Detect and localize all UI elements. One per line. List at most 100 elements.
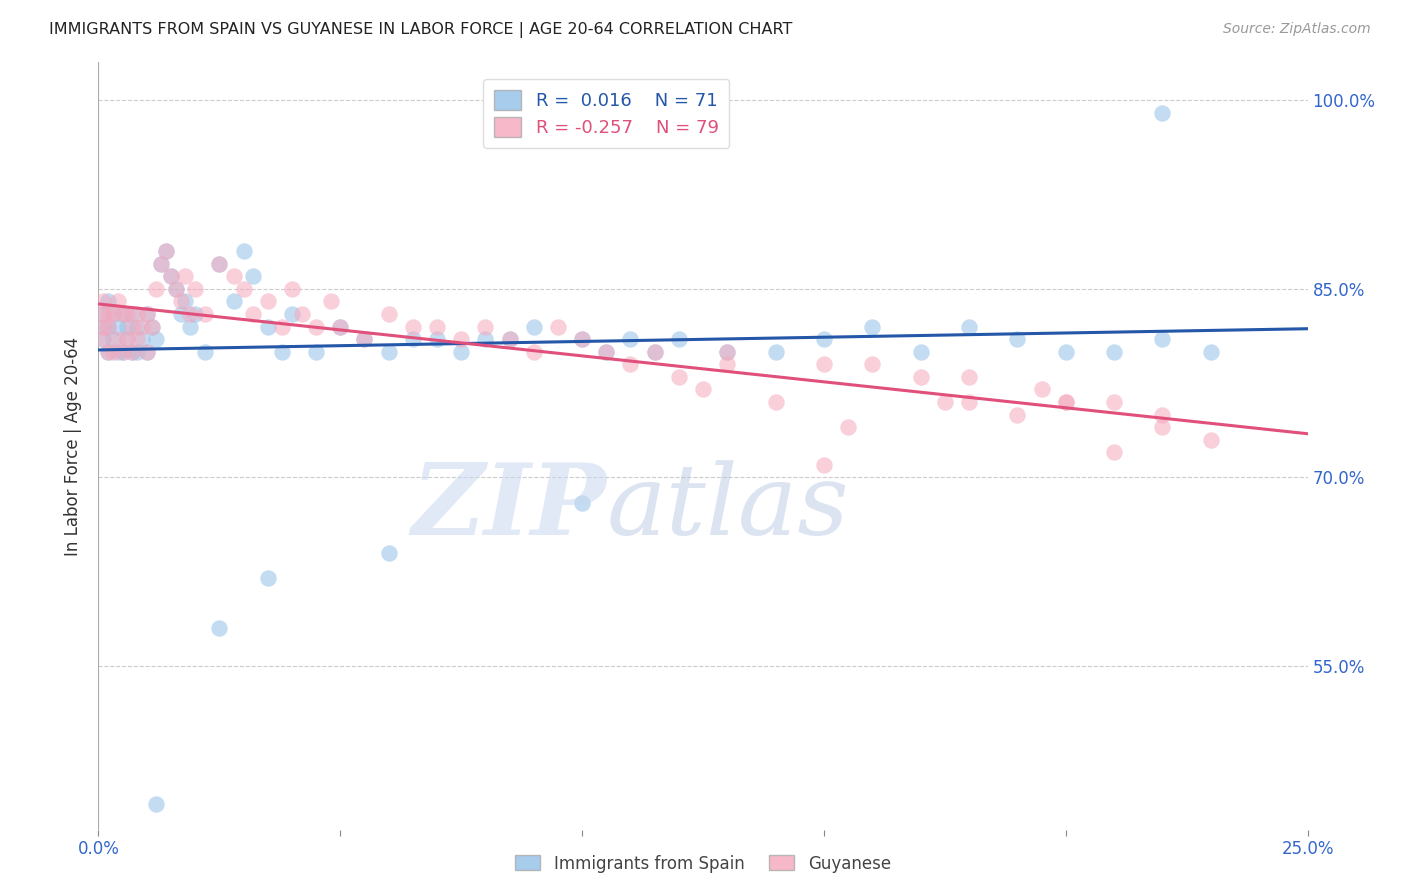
Point [121, 319, 143, 334]
Point [305, 319, 328, 334]
Point [813, 458, 835, 472]
Point [160, 269, 183, 284]
Point [1054, 395, 1077, 409]
Legend: Immigrants from Spain, Guyanese: Immigrants from Spain, Guyanese [509, 848, 897, 880]
Point [474, 332, 496, 346]
Point [377, 344, 399, 359]
Point [111, 344, 134, 359]
Point [107, 319, 129, 334]
Point [117, 332, 139, 346]
Point [145, 282, 167, 296]
Point [765, 344, 787, 359]
Point [131, 332, 153, 346]
Point [1199, 344, 1222, 359]
Point [1199, 433, 1222, 447]
Point [194, 307, 217, 321]
Point [107, 344, 129, 359]
Point [97, 319, 120, 334]
Text: atlas: atlas [606, 459, 849, 555]
Point [208, 257, 231, 271]
Point [271, 319, 294, 334]
Point [281, 282, 304, 296]
Point [271, 344, 294, 359]
Point [222, 294, 245, 309]
Point [571, 332, 593, 346]
Point [957, 369, 980, 384]
Point [208, 257, 231, 271]
Point [329, 319, 352, 334]
Point [523, 344, 546, 359]
Point [498, 332, 520, 346]
Text: ZIP: ZIP [412, 459, 606, 556]
Point [305, 344, 328, 359]
Point [765, 395, 787, 409]
Point [1152, 408, 1174, 422]
Point [402, 332, 425, 346]
Point [619, 357, 641, 371]
Point [595, 344, 617, 359]
Point [179, 319, 201, 334]
Point [1007, 408, 1029, 422]
Point [97, 319, 120, 334]
Point [121, 307, 143, 321]
Point [141, 319, 163, 334]
Point [353, 332, 375, 346]
Point [571, 332, 593, 346]
Point [135, 344, 157, 359]
Point [402, 319, 425, 334]
Point [281, 307, 304, 321]
Point [450, 344, 472, 359]
Point [668, 369, 690, 384]
Point [668, 332, 690, 346]
Point [1031, 383, 1053, 397]
Point [222, 269, 245, 284]
Point [91, 332, 114, 346]
Legend: R =  0.016    N = 71, R = -0.257    N = 79: R = 0.016 N = 71, R = -0.257 N = 79 [484, 79, 730, 148]
Point [256, 571, 278, 585]
Point [194, 344, 217, 359]
Point [716, 344, 738, 359]
Point [111, 307, 134, 321]
Point [1152, 420, 1174, 434]
Point [1152, 105, 1174, 120]
Point [232, 282, 254, 296]
Point [155, 244, 177, 258]
Point [101, 307, 124, 321]
Point [150, 257, 173, 271]
Point [111, 344, 134, 359]
Point [169, 307, 191, 321]
Point [1102, 395, 1125, 409]
Point [127, 344, 149, 359]
Point [184, 282, 207, 296]
Point [837, 420, 859, 434]
Point [450, 332, 472, 346]
Point [135, 307, 157, 321]
Y-axis label: In Labor Force | Age 20-64: In Labor Force | Age 20-64 [65, 336, 83, 556]
Point [319, 294, 342, 309]
Point [860, 357, 883, 371]
Point [957, 395, 980, 409]
Point [184, 307, 207, 321]
Text: Source: ZipAtlas.com: Source: ZipAtlas.com [1223, 22, 1371, 37]
Point [131, 319, 153, 334]
Point [127, 319, 149, 334]
Point [1152, 332, 1174, 346]
Point [117, 319, 139, 334]
Point [91, 319, 114, 334]
Point [498, 332, 520, 346]
Point [179, 307, 201, 321]
Point [145, 332, 167, 346]
Point [619, 332, 641, 346]
Point [716, 357, 738, 371]
Point [155, 244, 177, 258]
Point [135, 307, 157, 321]
Point [377, 307, 399, 321]
Point [595, 344, 617, 359]
Point [127, 307, 149, 321]
Point [571, 495, 593, 509]
Point [91, 307, 114, 321]
Point [91, 294, 114, 309]
Point [117, 307, 139, 321]
Point [860, 319, 883, 334]
Point [813, 357, 835, 371]
